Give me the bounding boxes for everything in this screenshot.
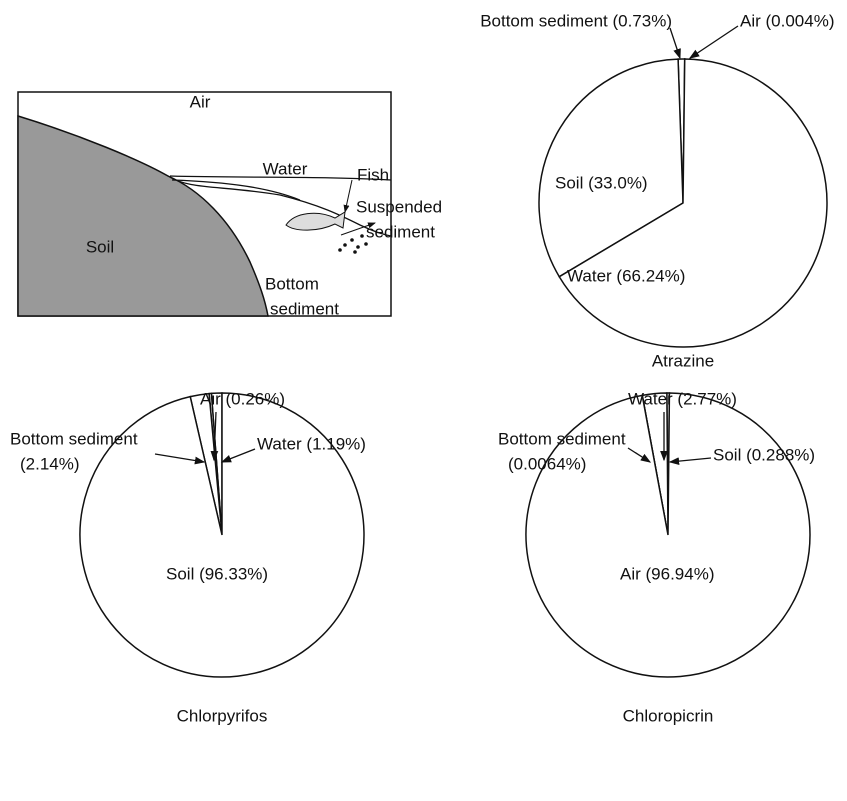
slice-label: (2.14%) [20, 454, 80, 473]
label-arrow [627, 447, 652, 463]
chart-title: Chloropicrin [623, 706, 714, 725]
air-label: Air [190, 92, 211, 111]
fish-label: Fish [357, 165, 389, 184]
slice-label: Water (1.19%) [257, 434, 366, 453]
sediment-arrow [340, 222, 376, 236]
label-arrow [210, 411, 219, 462]
soil-label: Soil [86, 237, 114, 256]
soil-area [17, 114, 269, 317]
water-label: Water [263, 159, 308, 178]
suspended-label: Suspended [356, 197, 442, 216]
slice-label: Soil (33.0%) [555, 173, 648, 192]
slice-label: Air (0.26%) [200, 389, 285, 408]
water-surface-line [167, 175, 392, 237]
slice-label: Bottom sediment [498, 429, 626, 448]
slice-label: Air (0.004%) [740, 11, 834, 30]
slice-label: Soil (0.288%) [713, 445, 815, 464]
slice-label: Water (66.24%) [567, 266, 685, 285]
label-arrow [220, 448, 256, 463]
label-arrow [668, 457, 712, 465]
pie-slice [525, 392, 811, 678]
fish-arrow [343, 179, 353, 213]
label-arrow [688, 25, 739, 59]
label-arrow [154, 453, 206, 465]
chart-title: Atrazine [652, 351, 714, 370]
slice-label: Soil (96.33%) [166, 564, 268, 583]
pie-slice [79, 392, 365, 678]
fish-icon [285, 211, 346, 231]
pie-slice [558, 58, 828, 348]
pie-slice [538, 58, 684, 278]
suspended-label: sediment [366, 222, 435, 241]
chart-title: Chlorpyrifos [177, 706, 268, 725]
slice-label: Bottom sediment [10, 429, 138, 448]
label-arrow [669, 27, 681, 60]
sediment-dots [338, 234, 368, 254]
water-top-line [169, 175, 392, 181]
compartment-diagram: Air Soil Water Fish Suspended sediment B… [17, 91, 442, 318]
bottom-label: Bottom [265, 274, 319, 293]
slice-label: Bottom sediment (0.73%) [480, 11, 672, 30]
bank-line [171, 179, 301, 201]
slice-label: Water (2.77%) [628, 389, 737, 408]
bottom-label: sediment [270, 299, 339, 318]
slice-label: (0.0064%) [508, 454, 586, 473]
slice-label: Air (96.94%) [620, 564, 714, 583]
